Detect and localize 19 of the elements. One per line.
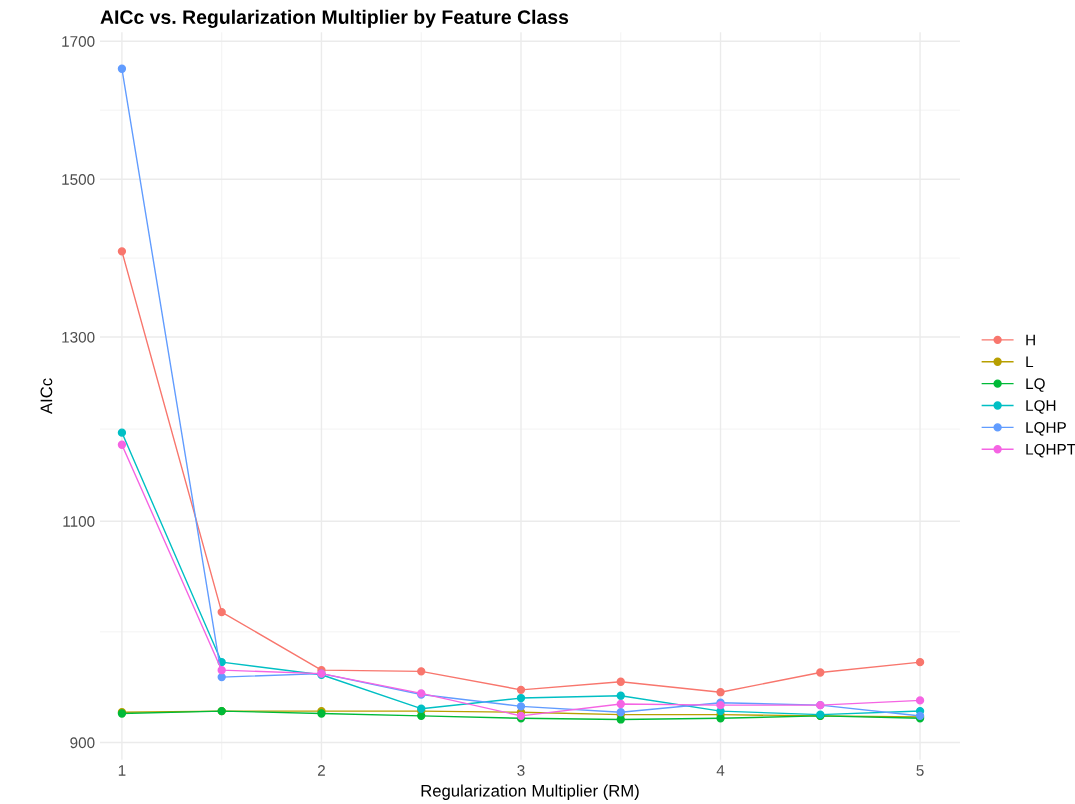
- legend-label: LQH: [1026, 400, 1056, 414]
- chart-title: AICc vs. Regularization Multiplier by Feature Class: [100, 9, 569, 28]
- y-tick-label: 1500: [62, 174, 95, 185]
- legend-label: LQHP: [1026, 422, 1066, 436]
- legend-label: LQHPT: [1026, 443, 1075, 458]
- y-tick-label: 1700: [62, 36, 95, 47]
- y-tick-label: 900: [70, 737, 95, 749]
- legend-label: L: [1026, 356, 1034, 368]
- legend-label: H: [1026, 334, 1035, 346]
- x-tick-label: 3: [517, 765, 525, 776]
- legend-label: LQ: [1026, 378, 1045, 392]
- x-axis-title: Regularization Multiplier (RM): [421, 784, 639, 800]
- x-tick-label: 4: [716, 765, 725, 776]
- x-tick-label: 5: [916, 765, 924, 776]
- y-axis-title: AICc: [40, 378, 53, 414]
- x-tick-label: 1: [118, 765, 126, 776]
- x-tick-label: 2: [317, 765, 325, 776]
- y-tick-label: 1300: [62, 331, 95, 343]
- y-tick-label: 1100: [63, 516, 95, 527]
